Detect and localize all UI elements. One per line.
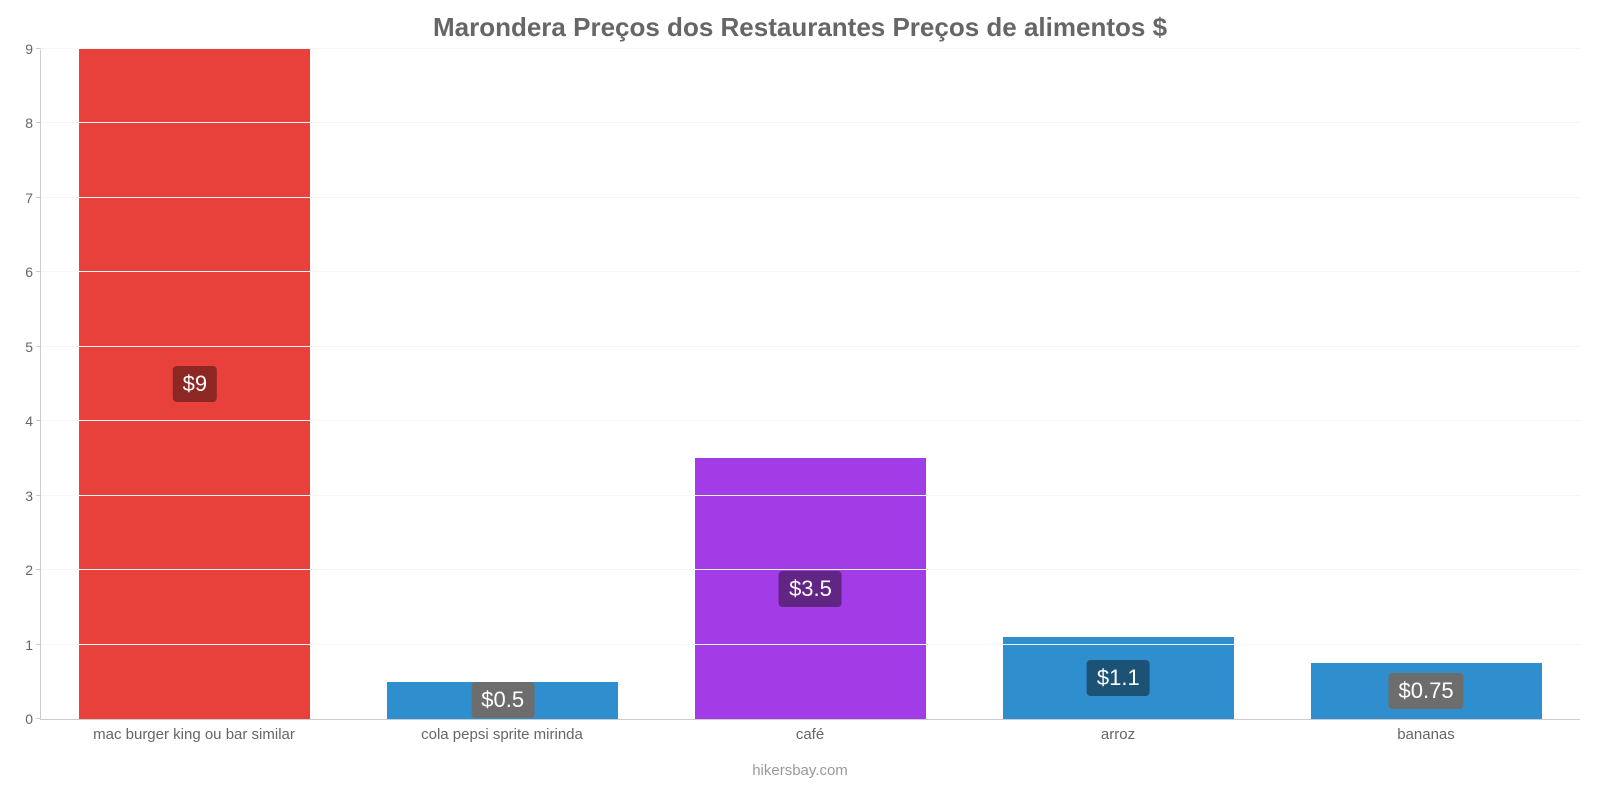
bar: $9 xyxy=(79,49,310,719)
gridline xyxy=(41,346,1580,347)
xaxis-labels: mac burger king ou bar similarcola pepsi… xyxy=(40,726,1580,743)
xtick-label: arroz xyxy=(964,726,1272,743)
price-chart: Marondera Preços dos Restaurantes Preços… xyxy=(0,0,1600,800)
gridline xyxy=(41,122,1580,123)
gridline xyxy=(41,569,1580,570)
bar-slot: $3.5 xyxy=(657,50,965,719)
bar: $1.1 xyxy=(1003,637,1234,719)
gridline xyxy=(41,644,1580,645)
bar-value-label: $9 xyxy=(173,366,217,402)
xtick-label: cola pepsi sprite mirinda xyxy=(348,726,656,743)
bars-row: $9 $0.5 $3.5 $1.1 $0.75 xyxy=(41,50,1580,719)
ytick-label: 7 xyxy=(25,190,41,206)
bar-slot: $0.5 xyxy=(349,50,657,719)
ytick-label: 1 xyxy=(25,637,41,653)
gridline xyxy=(41,48,1580,49)
gridline xyxy=(41,495,1580,496)
bar: $0.5 xyxy=(387,682,618,719)
ytick-label: 5 xyxy=(25,339,41,355)
bar-slot: $1.1 xyxy=(964,50,1272,719)
bar-value-label: $1.1 xyxy=(1087,660,1150,696)
xtick-label: mac burger king ou bar similar xyxy=(40,726,348,743)
ytick-label: 0 xyxy=(25,711,41,727)
chart-title: Marondera Preços dos Restaurantes Preços… xyxy=(0,0,1600,50)
xtick-label: bananas xyxy=(1272,726,1580,743)
bar: $3.5 xyxy=(695,458,926,719)
xtick-label: café xyxy=(656,726,964,743)
plot-area: $9$0.5$3.5$1.1$0.75 0123456789 xyxy=(40,50,1580,720)
ytick-label: 3 xyxy=(25,488,41,504)
gridline xyxy=(41,271,1580,272)
gridline xyxy=(41,197,1580,198)
bar-value-label: $3.5 xyxy=(779,571,842,607)
bar-slot: $9 xyxy=(41,50,349,719)
ytick-label: 2 xyxy=(25,562,41,578)
bar-value-label: $0.5 xyxy=(471,682,534,718)
bar-value-label: $0.75 xyxy=(1389,673,1464,709)
bar-slot: $0.75 xyxy=(1272,50,1580,719)
chart-footer: hikersbay.com xyxy=(0,762,1600,779)
ytick-label: 6 xyxy=(25,264,41,280)
bar: $0.75 xyxy=(1311,663,1542,719)
ytick-label: 8 xyxy=(25,115,41,131)
gridline xyxy=(41,420,1580,421)
ytick-label: 9 xyxy=(25,41,41,57)
ytick-label: 4 xyxy=(25,413,41,429)
